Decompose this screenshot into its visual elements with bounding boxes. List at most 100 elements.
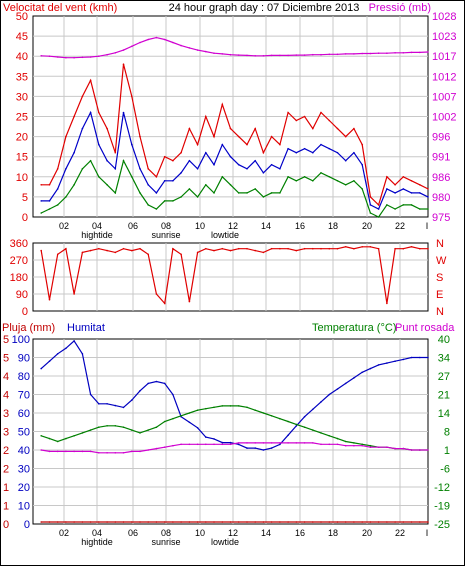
series-temperature-point xyxy=(229,405,232,407)
compass-label: W xyxy=(436,255,447,267)
x-tick-label: 22 xyxy=(395,221,405,231)
series-gust-point xyxy=(131,95,133,98)
series-direction-point xyxy=(81,251,84,254)
series-average-point xyxy=(377,208,380,210)
series-direction-point xyxy=(344,246,347,248)
series-gust-point xyxy=(419,184,421,186)
series-pressure-point xyxy=(427,51,429,53)
series-temperature-point xyxy=(48,437,51,440)
series-average-point xyxy=(270,163,273,166)
humidity-tick-label: 40 xyxy=(18,445,30,457)
series-gust-point xyxy=(229,127,232,130)
series-humidity-point xyxy=(246,447,248,449)
series-humidity-point xyxy=(205,436,207,438)
series-pressure-point xyxy=(295,54,298,56)
series-gust-point xyxy=(98,111,100,114)
series-gust-point xyxy=(386,176,388,178)
series-average-point xyxy=(56,188,59,190)
series-temperature-point xyxy=(81,432,84,434)
pressure-tick-label: 996 xyxy=(432,132,450,144)
series-average-point xyxy=(427,196,429,198)
series-direction-point xyxy=(262,251,265,254)
x-end-mark: I xyxy=(426,528,429,538)
series-gust-point xyxy=(246,143,248,146)
graph-title: 24 hour graph day : 07 Diciembre 2013 xyxy=(169,2,360,14)
series-pressure-point xyxy=(303,54,306,56)
series-direction-point xyxy=(65,247,67,250)
x-tick-label: 16 xyxy=(295,528,305,538)
series-rain-point xyxy=(56,521,59,523)
direction-tick-label: 90 xyxy=(16,289,28,301)
series-dew-point xyxy=(320,443,322,446)
pressure-axis-title: Pressió (mb) xyxy=(369,2,431,14)
series-humidity-point xyxy=(196,427,199,429)
x-tick-label: 04 xyxy=(92,221,102,231)
series-low-point xyxy=(328,176,331,178)
x-tick-label: 14 xyxy=(261,221,271,231)
series-gust-point xyxy=(377,204,380,206)
rain-tick-label: 2 xyxy=(3,464,9,476)
series-gust-point xyxy=(254,127,256,130)
series-low-point xyxy=(221,176,224,178)
series-pressure-point xyxy=(344,53,347,55)
series-pressure-point xyxy=(172,41,174,44)
series-average-point xyxy=(287,147,289,150)
series-rain-point xyxy=(246,521,248,523)
series-direction-point xyxy=(419,247,421,250)
series-temperature-point xyxy=(89,429,92,431)
series-direction-point xyxy=(328,247,331,250)
series-humidity-point xyxy=(139,390,141,392)
series-average-point xyxy=(221,143,224,146)
series-dew-point xyxy=(410,449,413,451)
humidity-tick-label: 100 xyxy=(12,334,30,346)
series-low-point xyxy=(262,196,265,198)
series-gust-point xyxy=(303,115,306,118)
series-average-point xyxy=(40,200,42,202)
series-dew-point xyxy=(139,450,141,453)
pressure-tick-label: 1002 xyxy=(432,112,456,124)
pressure-tick-label: 1017 xyxy=(432,51,456,63)
series-gust-point xyxy=(81,95,84,98)
series-gust-point xyxy=(221,103,224,106)
series-dew-point xyxy=(369,446,372,449)
series-average-point xyxy=(131,143,133,146)
series-humidity-point xyxy=(122,406,125,409)
series-direction-point xyxy=(106,249,108,252)
series-temperature-point xyxy=(262,412,265,414)
direction-tick-label: 0 xyxy=(22,306,28,318)
series-rain-point xyxy=(237,521,240,523)
series-dew-point xyxy=(246,442,248,444)
rain-tick-label: 0 xyxy=(3,519,9,531)
series-gust-point xyxy=(172,159,174,162)
series-average-point xyxy=(205,151,207,154)
series-rain-point xyxy=(344,521,347,523)
series-average-point xyxy=(114,168,117,170)
series-humidity-point xyxy=(48,360,51,363)
series-gust-point xyxy=(188,127,191,130)
series-low-line xyxy=(40,159,428,218)
series-temperature-point xyxy=(344,440,347,443)
series-humidity-point xyxy=(155,380,158,383)
series-low-point xyxy=(303,176,306,178)
series-pressure-point xyxy=(89,56,92,58)
series-average-point xyxy=(262,172,265,174)
temperature-tick-label: 21 xyxy=(438,390,450,402)
series-gust-point xyxy=(48,184,51,186)
series-low-point xyxy=(419,208,421,210)
series-pressure-point xyxy=(106,53,108,56)
series-dew-point xyxy=(221,443,224,446)
temperature-tick-label: 14 xyxy=(438,408,450,420)
series-average-point xyxy=(369,204,372,206)
series-rain-point xyxy=(98,521,100,523)
series-humidity-point xyxy=(369,367,372,370)
series-direction-point xyxy=(287,247,289,250)
x-tick-label: 02 xyxy=(59,221,69,231)
series-low-point xyxy=(155,208,158,210)
series-temperature-point xyxy=(172,417,174,420)
series-dew-point xyxy=(312,442,314,444)
series-dew-point xyxy=(89,450,92,453)
series-rain-point xyxy=(188,521,191,523)
series-temperature-point xyxy=(353,442,355,444)
series-average-point xyxy=(163,180,166,182)
